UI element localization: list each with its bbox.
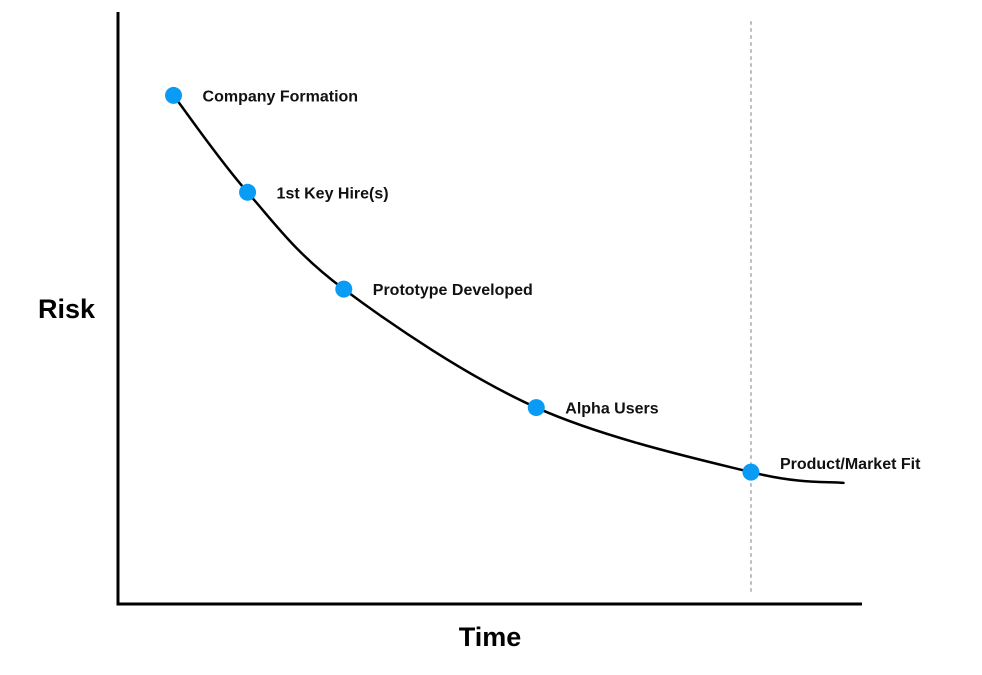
- milestone-point: [165, 86, 183, 104]
- milestone-point: [239, 183, 257, 201]
- milestone-label: Company Formation: [203, 88, 359, 105]
- milestone-label: 1st Key Hire(s): [277, 185, 389, 202]
- milestone-point: [335, 280, 353, 298]
- axes-layer: [116, 12, 862, 606]
- milestone-label: Prototype Developed: [373, 282, 533, 299]
- milestone-label: Product/Market Fit: [780, 456, 921, 473]
- y-axis-title: Risk: [38, 294, 96, 324]
- labels-layer: Company Formation 1st Key Hire(s) Prototyp…: [203, 88, 922, 473]
- milestone-label: Alpha Users: [565, 401, 658, 418]
- milestone-point: [742, 463, 760, 481]
- x-axis-title: Time: [459, 622, 522, 652]
- points-layer: [165, 86, 760, 481]
- milestone-point: [527, 399, 545, 417]
